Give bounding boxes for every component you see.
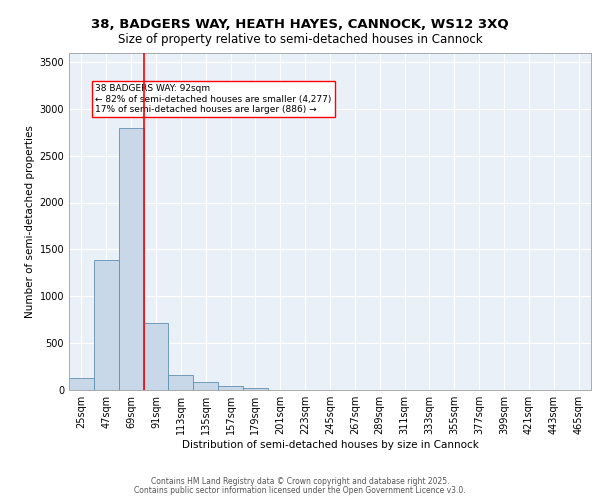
Text: Contains HM Land Registry data © Crown copyright and database right 2025.: Contains HM Land Registry data © Crown c… [151, 477, 449, 486]
Bar [218, 386, 243, 390]
Y-axis label: Number of semi-detached properties: Number of semi-detached properties [25, 125, 35, 318]
Bar [119, 128, 143, 390]
Text: 38 BADGERS WAY: 92sqm
← 82% of semi-detached houses are smaller (4,277)
17% of s: 38 BADGERS WAY: 92sqm ← 82% of semi-deta… [95, 84, 331, 114]
X-axis label: Distribution of semi-detached houses by size in Cannock: Distribution of semi-detached houses by … [182, 440, 478, 450]
Text: Contains public sector information licensed under the Open Government Licence v3: Contains public sector information licen… [134, 486, 466, 495]
Bar [193, 382, 218, 390]
Bar [143, 324, 169, 390]
Bar [69, 378, 94, 390]
Bar [94, 260, 119, 390]
Text: Size of property relative to semi-detached houses in Cannock: Size of property relative to semi-detach… [118, 32, 482, 46]
Bar [169, 376, 193, 390]
Bar [243, 388, 268, 390]
Text: 38, BADGERS WAY, HEATH HAYES, CANNOCK, WS12 3XQ: 38, BADGERS WAY, HEATH HAYES, CANNOCK, W… [91, 18, 509, 30]
